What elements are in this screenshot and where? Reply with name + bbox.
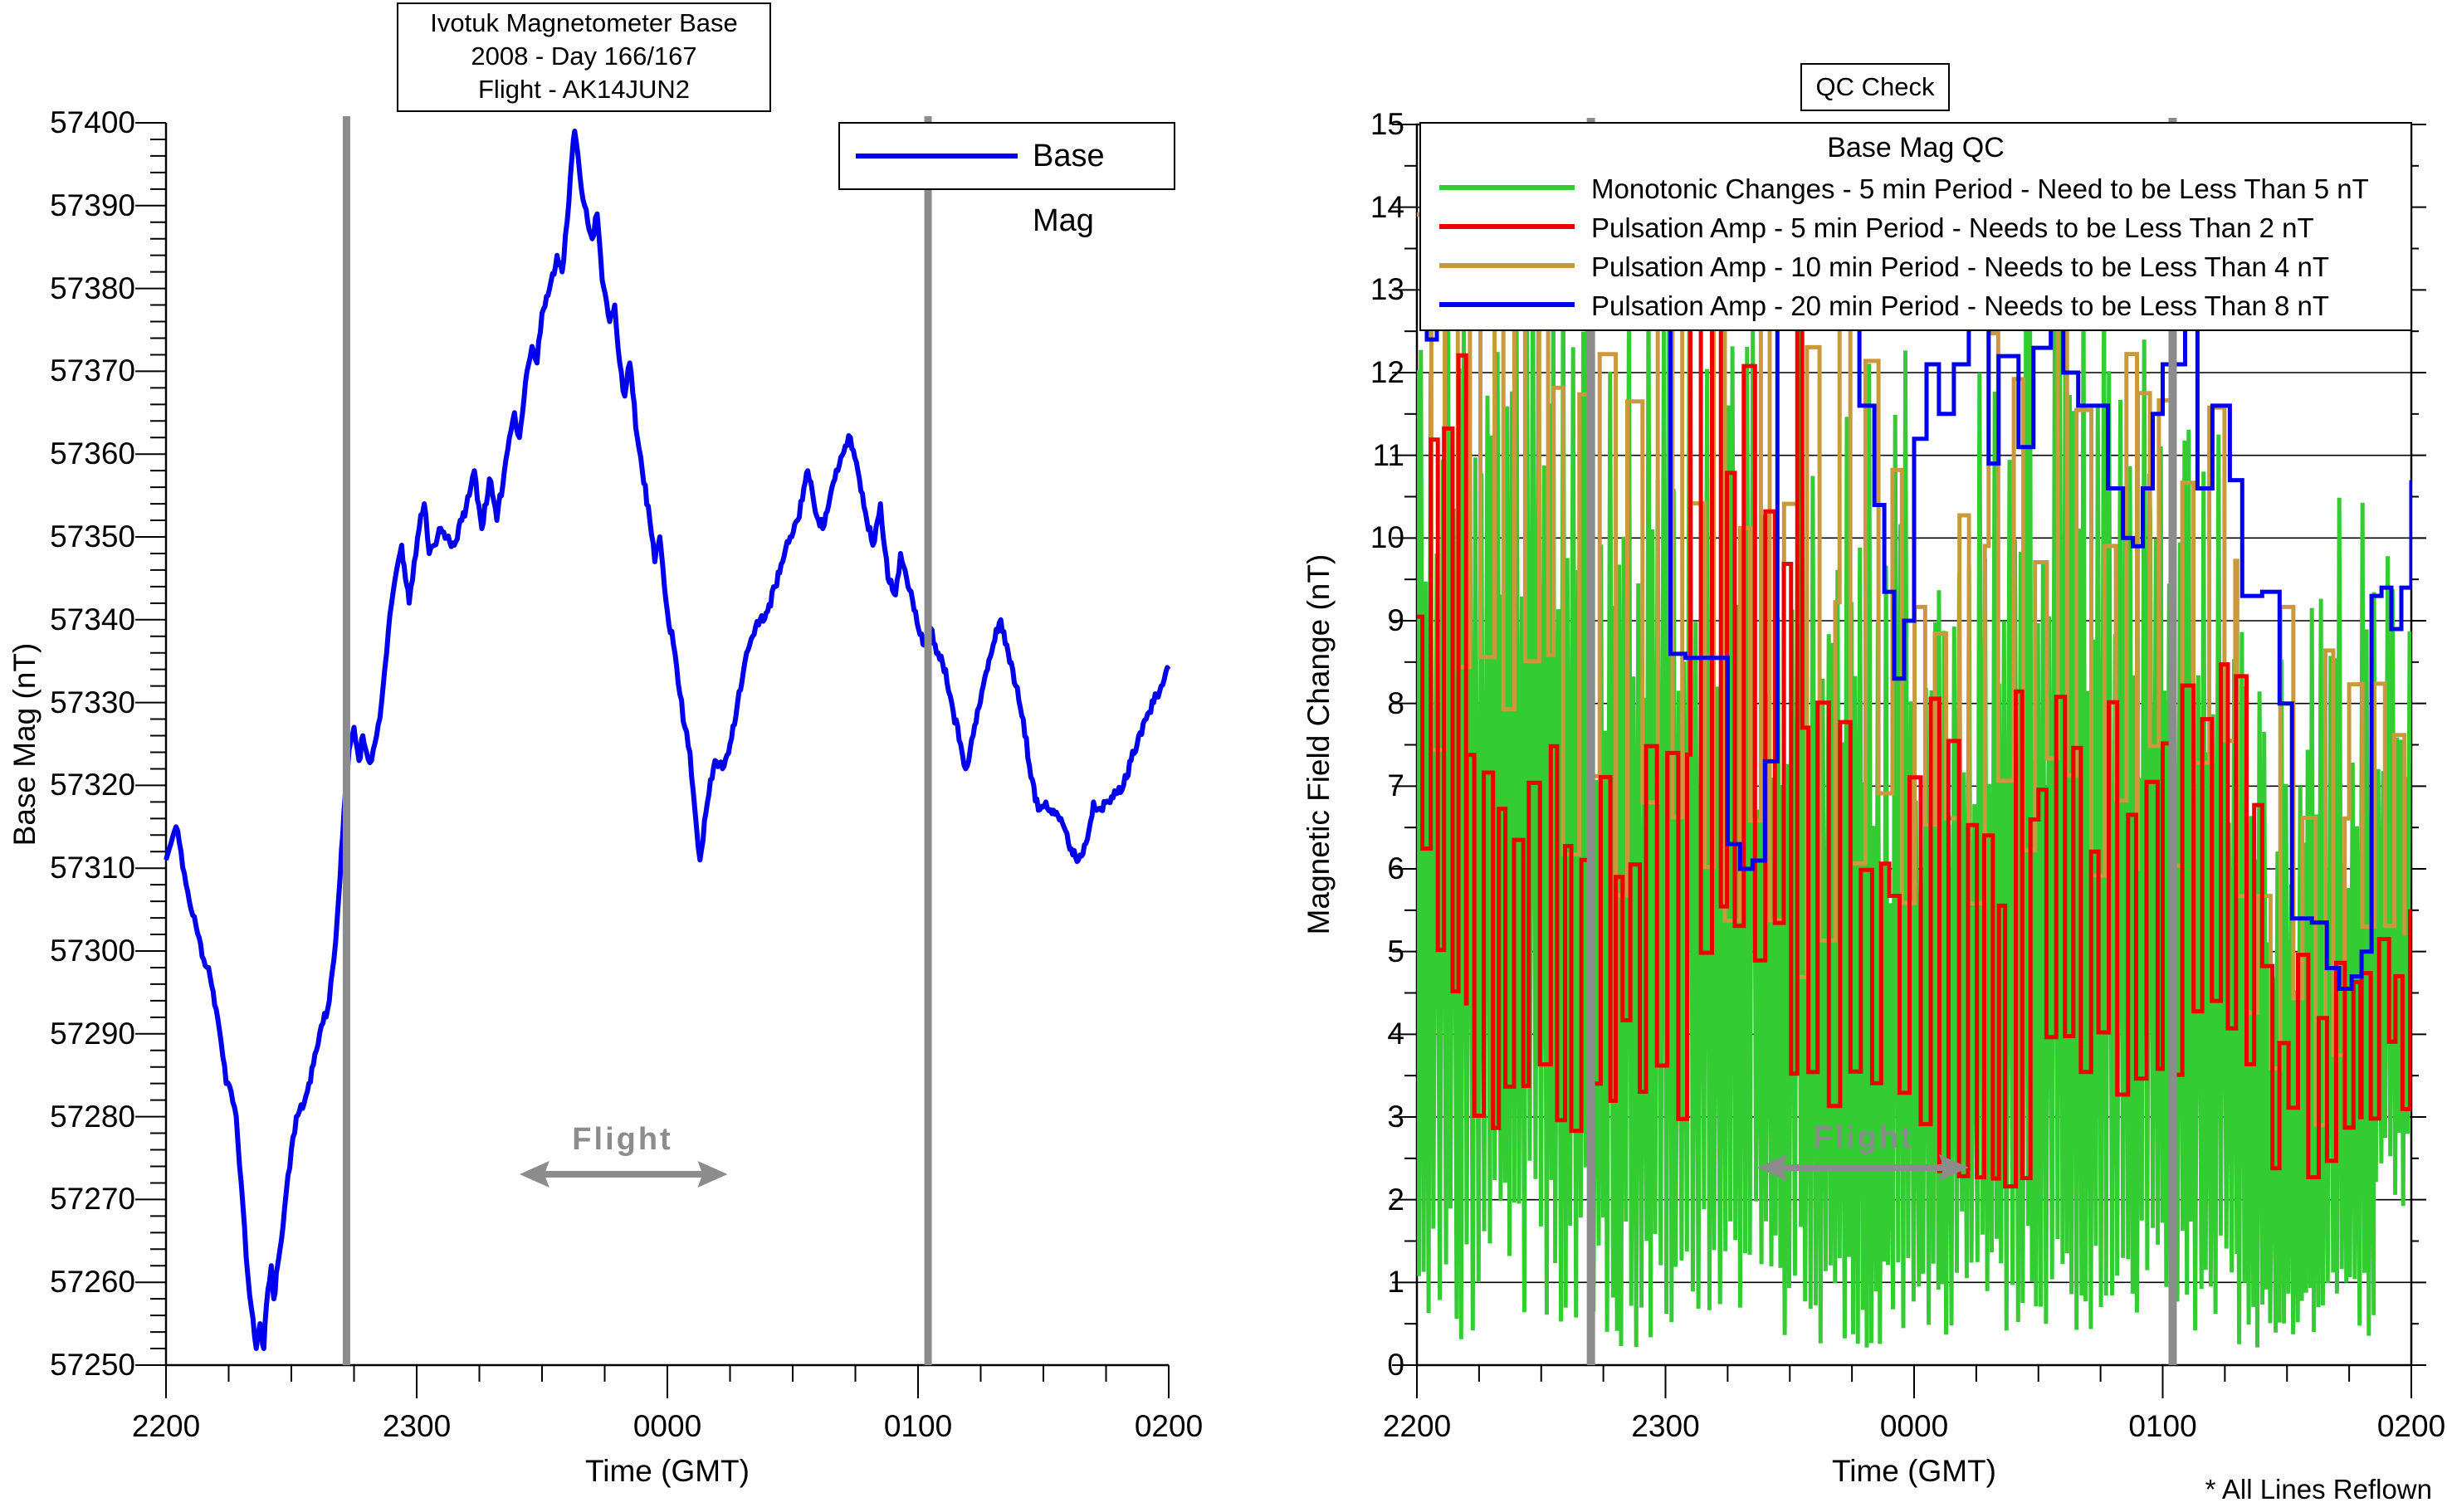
flight-arrowhead-right	[697, 1161, 728, 1188]
left-axes	[164, 123, 1169, 1367]
flight-arrowhead-left	[1757, 1154, 1788, 1181]
flight-arrowhead-left	[519, 1161, 549, 1188]
base-mag-line	[164, 129, 1171, 1351]
flight-arrowhead-right	[1938, 1154, 1969, 1181]
qc-line	[1417, 269, 2411, 1189]
